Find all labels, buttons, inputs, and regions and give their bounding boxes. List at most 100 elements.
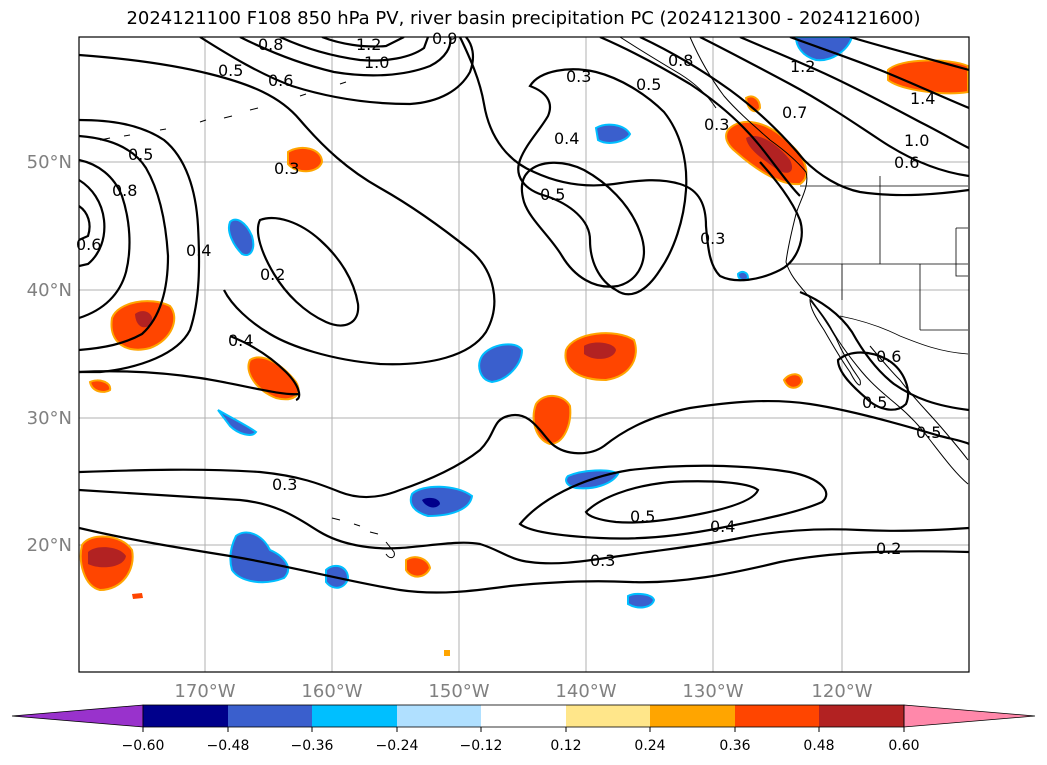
longitude-labels: 170°W 160°W 150°W 140°W 130°W 120°W — [174, 681, 872, 702]
lat-label-30n: 30°N — [27, 408, 72, 429]
contour-label: 0.6 — [76, 235, 101, 254]
pv-contour — [256, 216, 360, 327]
precip-blob — [132, 593, 143, 599]
colorbar-segment — [650, 705, 735, 727]
pv-contour — [79, 370, 301, 396]
pv-contour — [517, 68, 688, 296]
precip-blob — [744, 95, 762, 113]
precip-blob — [287, 146, 324, 173]
pv-contour — [79, 399, 969, 499]
pv-contour — [279, 37, 430, 62]
contour-labels: 0.8 1.2 1.0 0.9 0.5 0.6 0.5 0.8 0.6 0.4 … — [76, 29, 941, 570]
pv-contour — [789, 37, 969, 110]
colorbar-segment — [566, 705, 650, 727]
colorbar-segment — [819, 705, 904, 727]
map-background — [79, 37, 969, 672]
pv-contour — [639, 37, 969, 197]
gulf-coast — [869, 345, 969, 461]
precip-blob — [88, 547, 126, 568]
colorbar-segment — [397, 705, 481, 727]
pv-contour — [459, 37, 803, 282]
contour-label: 0.6 — [268, 71, 293, 90]
latitude-labels: 50°N 40°N 30°N 20°N — [27, 152, 72, 556]
contour-label: 1.0 — [364, 53, 389, 72]
precip-blob — [584, 342, 616, 359]
precip-blob — [627, 592, 656, 609]
precip-blob — [228, 218, 255, 256]
lon-label-160w: 160°W — [301, 681, 362, 702]
pv-contour — [79, 118, 201, 374]
contour-label: 0.5 — [916, 423, 941, 442]
contour-label: 0.4 — [186, 241, 211, 260]
hawaiian-islands — [331, 517, 395, 559]
lon-label-120w: 120°W — [811, 681, 872, 702]
precip-blob — [746, 136, 793, 173]
colorbar-tick-label: −0.12 — [460, 738, 503, 754]
pv-contour — [799, 290, 969, 412]
map-content — [79, 37, 969, 672]
precip-blob — [594, 123, 632, 144]
colorbar-tick-label: −0.36 — [291, 738, 334, 754]
precip-blob — [405, 556, 432, 578]
colorbar-segment — [735, 705, 819, 727]
contour-label: 0.2 — [260, 265, 285, 284]
contour-label: 1.4 — [910, 89, 935, 108]
contour-label: 1.2 — [790, 57, 815, 76]
pv-contour — [699, 37, 969, 178]
precip-blob — [217, 409, 258, 436]
baja-california-coast — [809, 298, 861, 386]
lon-label-150w: 150°W — [428, 681, 489, 702]
colorbar-tick-label: 0.36 — [719, 738, 750, 754]
colorbar-segment — [228, 705, 312, 727]
contour-label: 0.8 — [668, 51, 693, 70]
contour-label: 0.5 — [630, 507, 655, 526]
contour-label: 0.3 — [274, 159, 299, 178]
colorbar-segment — [143, 705, 228, 727]
pv-contour — [79, 488, 969, 565]
colorbar-tick-label: −0.48 — [207, 738, 250, 754]
contour-label: 0.2 — [876, 539, 901, 558]
precip-blob — [422, 497, 440, 508]
colorbar-tick-label: 0.48 — [803, 738, 834, 754]
precip-blob — [88, 379, 112, 393]
contour-label: 1.2 — [356, 35, 381, 54]
colorbar-max-arrow — [903, 704, 1036, 728]
mexico-border — [839, 315, 969, 355]
contour-label: 0.3 — [590, 551, 615, 570]
state-borders — [788, 176, 968, 331]
colorbar-ticks — [142, 727, 905, 732]
pv-contour — [79, 158, 131, 320]
pv-contour — [79, 53, 496, 366]
map-frame — [78, 36, 970, 673]
contour-label: 0.5 — [636, 75, 661, 94]
colorbar-tick-label: 0.60 — [888, 738, 919, 754]
contour-label: 0.3 — [700, 229, 725, 248]
contour-label: 0.6 — [894, 153, 919, 172]
pv-contour — [79, 526, 969, 594]
pv-contour — [229, 334, 301, 402]
lat-label-50n: 50°N — [27, 152, 72, 173]
contour-label: 0.4 — [554, 129, 579, 148]
coastlines — [99, 37, 969, 559]
colorbar-segment — [481, 705, 566, 727]
map-title: 2024121100 F108 850 hPa PV, river basin … — [126, 8, 921, 29]
contour-label: 0.7 — [782, 103, 807, 122]
pv-contours — [79, 37, 969, 594]
colorbar: −0.60 −0.48 −0.36 −0.24 −0.12 0.12 0.24 … — [11, 704, 1036, 754]
precip-blob — [887, 59, 969, 95]
precip-blob — [478, 343, 524, 384]
contour-label: 1.0 — [904, 131, 929, 150]
pv-contour — [518, 464, 828, 540]
colorbar-outline — [142, 704, 905, 728]
pv-contour — [849, 37, 969, 72]
pv-contour — [836, 351, 910, 411]
lon-label-140w: 140°W — [555, 681, 616, 702]
contour-label: 0.3 — [566, 67, 591, 86]
pv-contour — [739, 37, 969, 150]
contour-label: 0.5 — [862, 393, 887, 412]
pv-contour — [79, 134, 170, 352]
precip-blob — [229, 531, 289, 584]
colorbar-tick-label: −0.60 — [122, 738, 165, 754]
lon-label-130w: 130°W — [682, 681, 743, 702]
